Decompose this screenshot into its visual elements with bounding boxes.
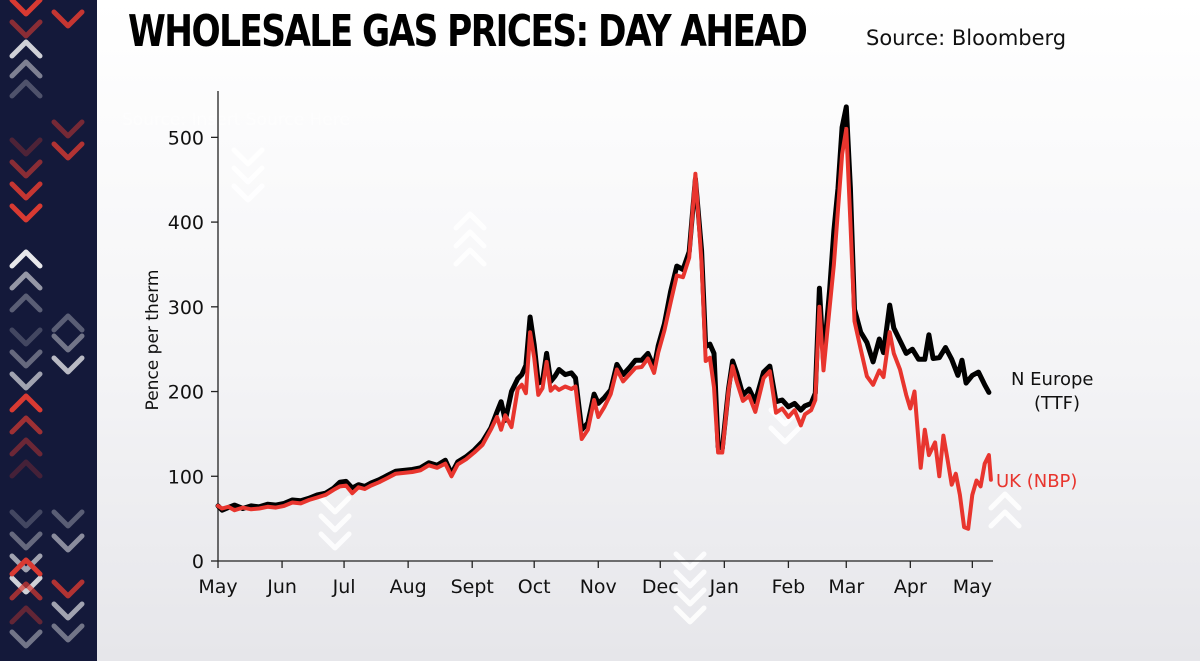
chevron-up-icon [9,415,43,435]
chevron-up-icon [9,459,43,479]
background-chevrons [231,147,1022,625]
series-label: (TTF) [1034,393,1080,414]
chevron-down-icon [51,509,85,529]
chevron-up-icon [51,313,85,333]
x-tick-label: Oct [518,576,551,598]
chevron-up-icon [9,79,43,99]
chevron-down-icon [318,531,352,551]
chevron-down-icon [231,183,265,203]
chevron-down-icon [9,327,43,347]
x-tick-label: Dec [642,576,679,598]
x-tick-label: May [953,576,992,598]
chevron-down-icon [51,623,85,643]
y-tick-label: 100 [168,466,204,488]
chevron-down-icon [673,569,707,589]
x-tick-label: May [198,576,237,598]
chevron-pattern [9,0,85,649]
chevron-down-icon [673,551,707,571]
chevron-down-icon [673,605,707,625]
chevron-down-icon [673,587,707,607]
series-label: UK (NBP) [996,471,1077,492]
chevron-down-icon [51,141,85,161]
sidebar-decoration [0,0,97,661]
x-tick-label: Nov [580,576,617,598]
x-tick-label: Mar [828,576,864,598]
x-tick-label: Jan [709,576,739,598]
y-tick-label: 200 [168,382,204,404]
chevron-down-icon [9,0,43,17]
chevron-down-icon [318,513,352,533]
chevron-down-icon [9,159,43,179]
chevron-down-icon [9,553,43,573]
chevron-down-icon [51,333,85,353]
chevron-down-icon [231,147,265,167]
chevron-up-icon [9,293,43,313]
chevron-down-icon [51,355,85,375]
y-axis-label: Pence per therm [143,270,163,411]
chevron-down-icon [9,181,43,201]
series-line-ttf [215,104,992,513]
chevron-down-icon [9,575,43,595]
chevron-down-icon [51,119,85,139]
y-tick-label: 500 [168,127,204,149]
chevron-up-icon [9,59,43,79]
x-tick-label: Jul [332,576,356,598]
y-tick-label: 300 [168,297,204,319]
chevron-up-icon [9,271,43,291]
chevron-down-icon [9,629,43,649]
x-tick-label: Jun [266,576,297,598]
source-watermark: Source: Insert Source Here [122,110,350,130]
y-tick-label: 400 [168,212,204,234]
chevron-up-icon [453,211,487,231]
chevron-up-icon [9,605,43,625]
chevron-down-icon [9,137,43,157]
y-tick-label: 0 [192,551,204,573]
chevron-down-icon [9,509,43,529]
chevron-up-icon [988,509,1022,529]
chevron-up-icon [9,39,43,59]
series-labels: N Europe (TTF) UK (NBP) [996,369,1094,492]
chevron-up-icon [9,557,43,577]
source-credit: Source: Bloomberg [866,26,1067,50]
chevron-down-icon [9,349,43,369]
chevron-down-icon [51,533,85,553]
x-tick-label: Aug [390,576,427,598]
chevron-down-icon [51,579,85,599]
chevron-up-icon [453,247,487,267]
chevron-down-icon [51,9,85,29]
chevron-up-icon [9,393,43,413]
chevron-down-icon [768,425,802,445]
chevron-up-icon [9,249,43,269]
chevron-down-icon [9,371,43,391]
chevron-down-icon [51,601,85,621]
chevron-down-icon [9,531,43,551]
chevron-down-icon [231,165,265,185]
chevron-up-icon [9,437,43,457]
x-tick-label: Feb [772,576,806,598]
chevron-up-icon [9,581,43,601]
chart-axes: 0 100 200 300 400 500 May Jun Jul Aug Sept Oct Nov De… [168,91,993,598]
page-title: WHOLESALE GAS PRICES: DAY AHEAD [128,6,808,57]
chevron-down-icon [318,495,352,515]
chevron-up-icon [988,491,1022,511]
x-tick-label: Apr [894,576,927,598]
x-tick-label: Sept [451,576,494,598]
chevron-down-icon [9,19,43,39]
chevron-up-icon [453,229,487,249]
series-lines [215,104,993,531]
chevron-down-icon [9,203,43,223]
series-line-nbp [216,126,993,531]
series-label: N Europe [1011,369,1094,390]
